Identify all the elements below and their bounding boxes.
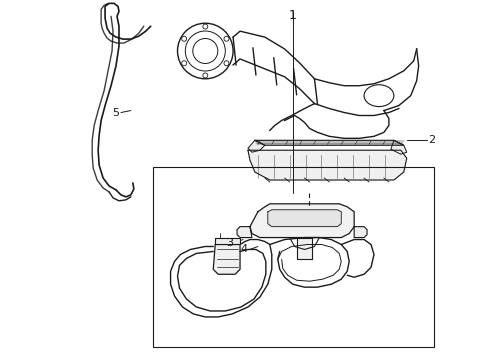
Circle shape: [203, 73, 208, 78]
Bar: [153, 167, 434, 347]
Polygon shape: [255, 140, 404, 145]
Polygon shape: [248, 140, 265, 152]
Polygon shape: [391, 140, 407, 154]
Polygon shape: [215, 238, 240, 244]
Text: 1: 1: [289, 9, 296, 22]
Polygon shape: [354, 227, 367, 238]
Circle shape: [224, 36, 229, 41]
Text: 3: 3: [226, 238, 233, 248]
Text: 5: 5: [112, 108, 119, 117]
Text: 2: 2: [429, 135, 436, 145]
Text: 4: 4: [241, 244, 248, 255]
Polygon shape: [268, 210, 341, 227]
Polygon shape: [248, 150, 407, 180]
Polygon shape: [296, 238, 313, 260]
Circle shape: [182, 36, 187, 41]
Circle shape: [203, 24, 208, 29]
Polygon shape: [237, 227, 252, 238]
Polygon shape: [250, 204, 354, 238]
Circle shape: [182, 61, 187, 66]
Circle shape: [224, 61, 229, 66]
Polygon shape: [213, 244, 240, 274]
